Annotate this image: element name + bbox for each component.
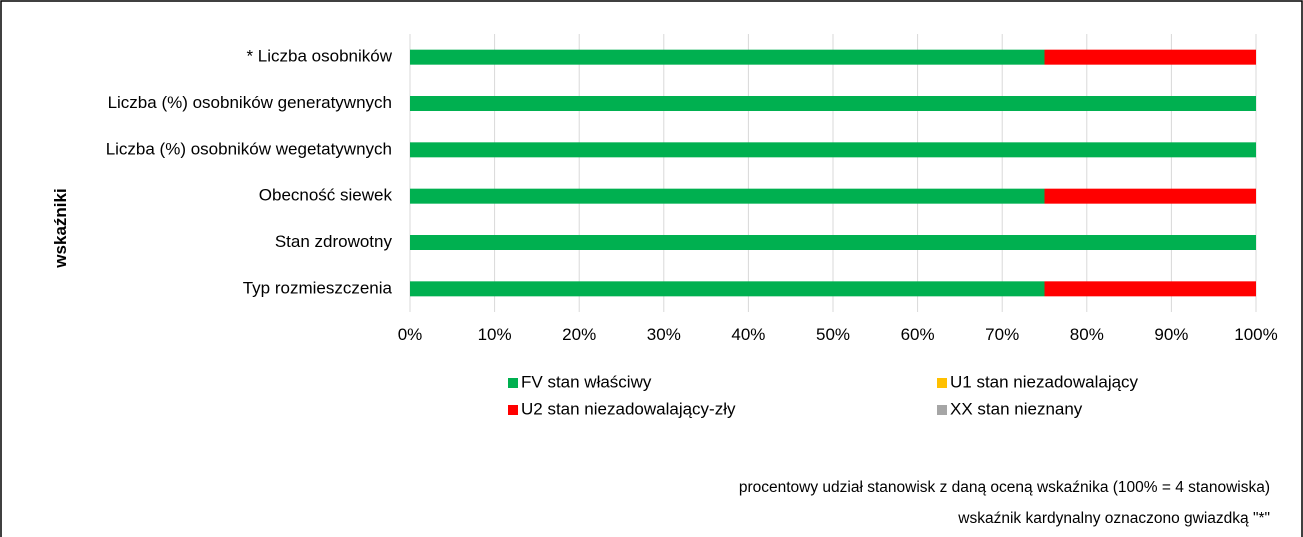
category-label: Liczba (%) osobników wegetatywnych [106, 139, 392, 158]
category-label: Stan zdrowotny [275, 232, 393, 251]
category-label: Obecność siewek [259, 186, 393, 205]
legend-entry: XX stan nieznany [950, 399, 1083, 418]
gridlines [409, 34, 1257, 312]
bar-segment [410, 96, 1256, 111]
note-percent-share: procentowy udział stanowisk z daną oceną… [739, 479, 1270, 496]
bar-segment [410, 281, 1045, 297]
x-tick-label: 0% [398, 325, 423, 344]
x-tick-label: 30% [647, 325, 681, 344]
x-tick-label: 90% [1154, 325, 1188, 344]
x-tick-label: 10% [478, 325, 512, 344]
legend-swatch [508, 405, 518, 415]
legend: FV stan właściwy U1 stan niezadowalający U… [508, 372, 1139, 418]
legend-entry: U2 stan niezadowalający-zły [521, 399, 736, 418]
x-tick-label: 20% [562, 325, 596, 344]
category-label: Typ rozmieszczenia [243, 278, 393, 297]
bar-segment [410, 49, 1045, 65]
x-tick-label: 100% [1234, 325, 1277, 344]
bar-segment [1044, 188, 1256, 204]
bar-segment [410, 235, 1256, 250]
legend-swatch [508, 378, 518, 388]
x-tick-label: 80% [1070, 325, 1104, 344]
x-tick-label: 60% [901, 325, 935, 344]
legend-entry: FV stan właściwy [521, 372, 652, 391]
note-cardinal-indicator: wskaźnik kardynalny oznaczono gwiazdką "… [957, 510, 1270, 527]
y-axis-label: wskaźniki [51, 188, 70, 268]
x-tick-label: 70% [985, 325, 1019, 344]
bar-segment [410, 142, 1256, 158]
legend-entry: U1 stan niezadowalający [950, 372, 1139, 391]
category-label: * Liczba osobników [246, 47, 392, 66]
x-tick-label: 50% [816, 325, 850, 344]
bar-segment [1044, 281, 1256, 297]
legend-swatch [937, 405, 947, 415]
category-labels: * Liczba osobników Liczba (%) osobników g… [106, 47, 393, 298]
x-tick-labels: 0% 10% 20% 30% 40% 50% 60% 70% 80% 90% 100% [398, 325, 1278, 344]
bar-segment [410, 188, 1045, 204]
legend-swatch [937, 378, 947, 388]
bars [410, 49, 1256, 297]
bar-segment [1044, 49, 1256, 65]
category-label: Liczba (%) osobników generatywnych [108, 93, 392, 112]
x-tick-label: 40% [731, 325, 765, 344]
